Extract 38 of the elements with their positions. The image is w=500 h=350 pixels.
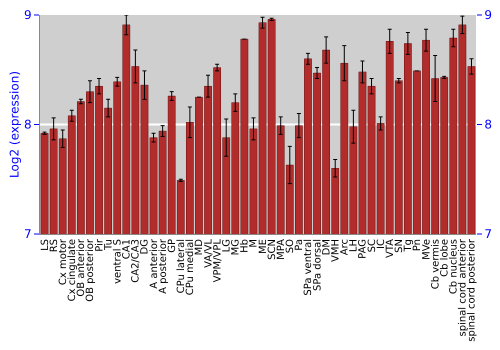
x-tick-label: MD <box>194 238 206 256</box>
x-tick-label: SPa dorsal <box>312 239 324 291</box>
x-tick-label: ME <box>258 239 269 254</box>
x-tick-label: VTA <box>384 238 396 258</box>
x-tick-label: LS <box>40 239 51 251</box>
y2-tick-label: 9 <box>484 8 492 22</box>
x-tick-label: LG <box>221 239 232 252</box>
x-tick-label: DM <box>321 239 332 256</box>
x-tick-label: Tu <box>103 239 114 251</box>
x-tick-label: Pa <box>294 239 306 251</box>
x-tick-label: MVe <box>421 239 432 260</box>
x-tick-label: Pir <box>94 238 106 252</box>
x-tick-label: Pn <box>412 239 424 252</box>
x-tick-label: A anterior <box>148 238 160 289</box>
x-tick-label: MPA <box>276 238 287 260</box>
y-tick-label: 7 <box>24 227 32 242</box>
y-axis-title: Log2 (expression) <box>7 71 22 178</box>
x-tick-label: PAG <box>358 239 369 259</box>
x-tick-label: VA/VL <box>203 238 214 268</box>
y2-tick-label: 8 <box>484 118 492 132</box>
x-tick-label: GP <box>166 239 178 253</box>
x-tick-label: Cb lobe <box>439 239 450 277</box>
x-tick-label: ventral S <box>112 239 124 284</box>
x-tick-label: Tg <box>403 239 414 252</box>
x-tick-label: DG <box>140 239 151 254</box>
x-tick-label: RS <box>48 239 60 252</box>
x-tick-label: SC <box>366 238 378 252</box>
x-tick-label: M <box>248 239 260 248</box>
y2-tick-label: 7 <box>484 227 492 242</box>
y-tick-label: 8 <box>24 118 32 132</box>
y-tick-label: 9 <box>24 8 32 22</box>
x-tick-label: OB posterior <box>85 238 96 302</box>
x-tick-label: VPM/VPL <box>212 238 224 282</box>
x-tick-label: A posterior <box>158 238 169 294</box>
x-tick-label: VMH <box>330 239 342 262</box>
x-tick-label: SCN <box>266 239 278 260</box>
x-tick-label: spinal cord posterior <box>466 238 478 342</box>
x-tick-label: IC <box>376 238 387 249</box>
